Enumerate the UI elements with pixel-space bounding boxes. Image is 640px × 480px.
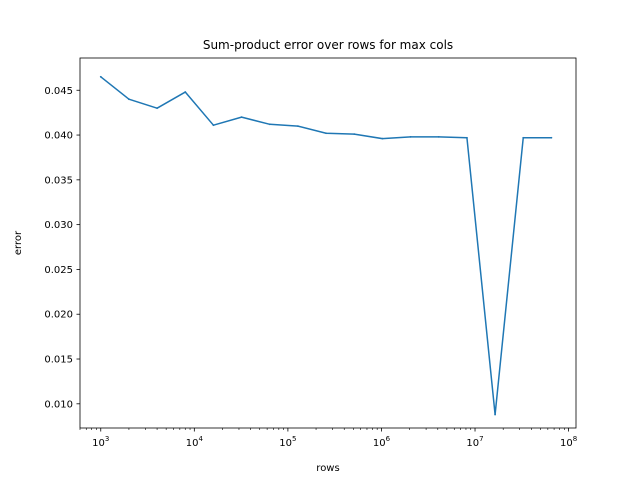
chart-title: Sum-product error over rows for max cols — [203, 38, 453, 52]
data-point — [466, 136, 468, 139]
data-point — [156, 107, 158, 110]
tick-group: 0.010 0.015 0.020 0.025 0.030 0.035 0.040 0.045… — [44, 86, 577, 449]
x-tick-label: 108 — [560, 435, 577, 449]
plot-frame — [79, 57, 577, 429]
data-point — [494, 413, 496, 416]
y-tick-label: 0.015 — [44, 355, 73, 366]
data-point — [550, 136, 553, 139]
y-tick-label: 0.010 — [44, 399, 73, 410]
x-tick-label-base: 10 — [92, 438, 105, 449]
data-point — [184, 91, 187, 93]
y-tick-label: 0.025 — [44, 265, 73, 276]
x-tick-label-exponent: 3 — [105, 435, 109, 443]
data-point — [353, 133, 356, 136]
x-tick-label-exponent: 8 — [573, 435, 577, 443]
series-group — [99, 75, 553, 416]
data-point — [409, 135, 412, 138]
data-point — [240, 116, 243, 119]
x-tick-label-base: 10 — [186, 438, 199, 449]
x-tick-label: 104 — [186, 435, 204, 449]
data-point — [99, 75, 102, 78]
data-point — [128, 98, 130, 101]
x-tick-label: 107 — [466, 435, 483, 449]
x-tick-label-base: 10 — [466, 438, 479, 449]
y-tick-label: 0.020 — [44, 310, 73, 321]
x-tick-label-base: 10 — [373, 438, 386, 449]
y-tick-label: 0.040 — [44, 131, 73, 142]
x-tick-label-exponent: 6 — [386, 435, 391, 443]
data-point — [522, 136, 525, 139]
y-tick-label: 0.045 — [44, 86, 73, 97]
x-tick-label: 103 — [92, 435, 109, 449]
x-tick-label: 105 — [279, 435, 296, 449]
data-point — [325, 132, 327, 135]
x-tick-label-exponent: 7 — [479, 435, 483, 443]
x-tick-label-base: 10 — [279, 438, 292, 449]
y-tick-label: 0.035 — [44, 175, 73, 186]
data-point — [381, 137, 384, 140]
x-tick-label-base: 10 — [560, 438, 573, 449]
data-point — [437, 135, 440, 138]
y-tick-label: 0.030 — [44, 220, 73, 231]
data-point — [297, 125, 299, 127]
x-tick-label-exponent: 5 — [292, 435, 296, 443]
x-tick-label: 106 — [373, 435, 391, 449]
x-axis-label: rows — [316, 463, 339, 474]
data-point — [268, 123, 271, 126]
x-tick-label-exponent: 4 — [198, 435, 203, 443]
y-axis-label: error — [13, 230, 24, 255]
data-point — [212, 124, 215, 127]
plot-area — [80, 58, 576, 428]
